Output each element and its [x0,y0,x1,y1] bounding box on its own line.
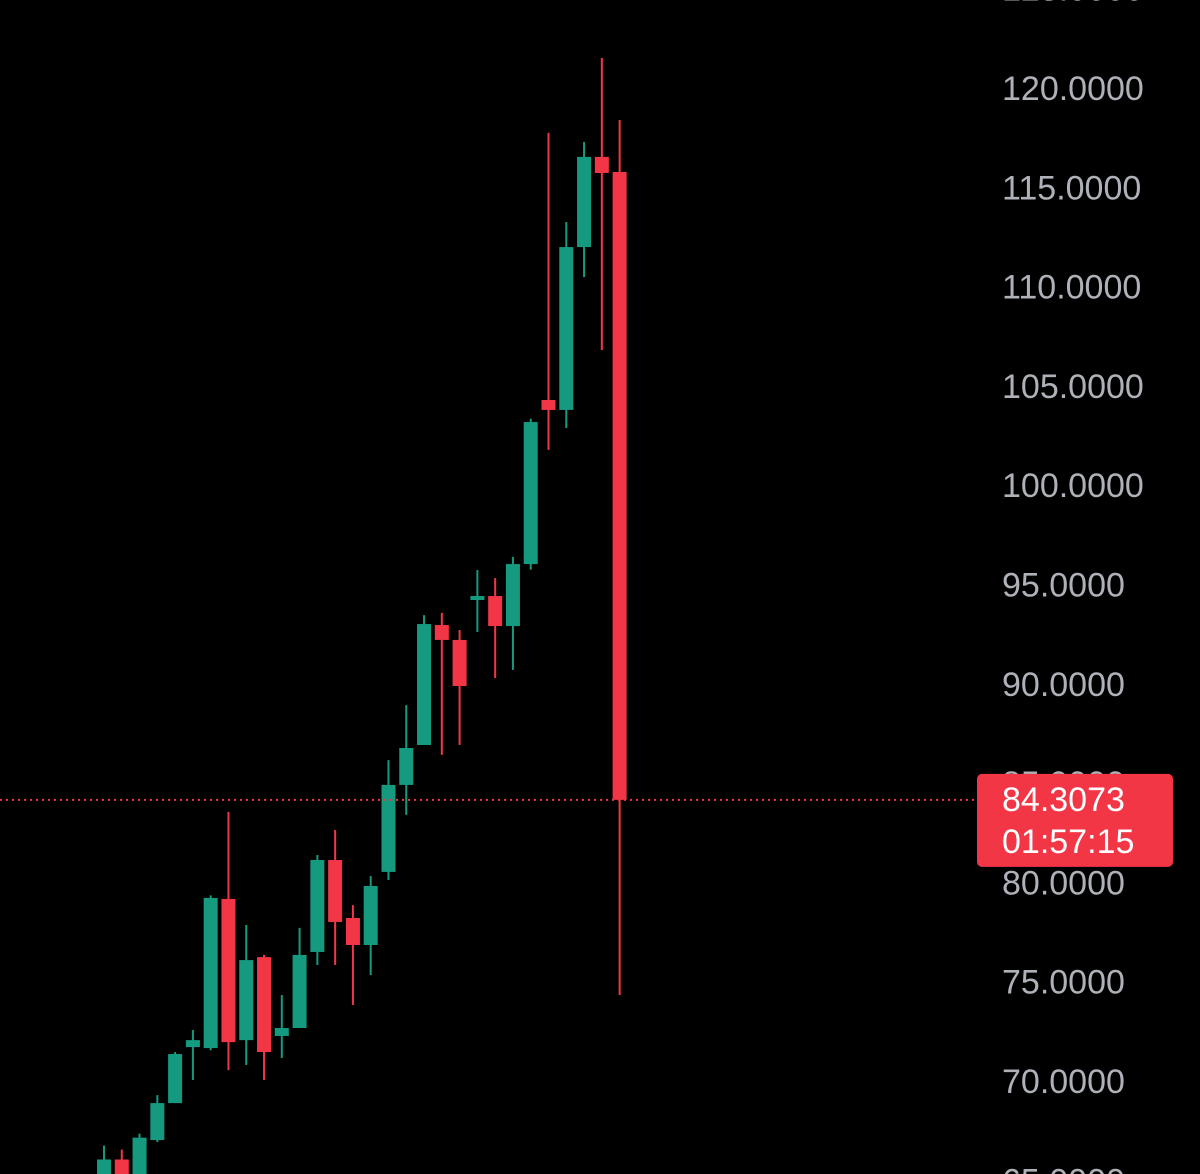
y-tick-label: 65.0000 [1002,1162,1125,1174]
candle-body [399,747,414,785]
candle-body [257,957,272,1053]
candle-body [132,1137,147,1174]
candle-body [203,897,218,1049]
price-label-box [977,773,1173,867]
y-tick-label: 125.0000 [1002,0,1144,9]
candle-body [345,917,360,945]
y-tick-label: 120.0000 [1002,70,1144,108]
y-tick-label: 115.0000 [1002,169,1141,207]
y-tick-label: 75.0000 [1002,964,1125,1002]
candle-body [417,624,432,745]
last-price-label: 84.3073 [1002,781,1125,819]
candle-body [559,247,574,410]
candle-body [221,898,236,1043]
y-tick-label: 80.0000 [1002,864,1125,902]
candle-body [434,625,449,640]
candle-body [541,400,556,410]
candle-body [523,422,538,565]
y-tick-label: 100.0000 [1002,467,1144,505]
candle-body [328,859,343,922]
countdown-label: 01:57:15 [1002,823,1134,861]
candle-body [505,564,520,627]
candle-body [185,1040,200,1048]
candle-body [292,954,307,1029]
candle-body [168,1054,183,1104]
candle-body [594,156,609,173]
candle-body [381,784,396,872]
candle-body [150,1103,165,1141]
candle-body [114,1159,129,1174]
candle-body [274,1028,289,1036]
candle-body [577,156,592,248]
y-tick-label: 110.0000 [1002,269,1141,307]
candle-body [310,859,325,952]
y-tick-label: 105.0000 [1002,368,1144,406]
candle-body [239,960,254,1041]
candle-body [612,171,627,800]
candle-body [363,886,378,945]
candle-body [488,596,503,627]
candle-body [470,596,485,601]
y-tick-label: 90.0000 [1002,666,1125,704]
candle-body [97,1159,111,1174]
y-tick-label: 70.0000 [1002,1063,1125,1101]
candle-body [452,639,467,687]
y-tick-label: 95.0000 [1002,566,1125,604]
